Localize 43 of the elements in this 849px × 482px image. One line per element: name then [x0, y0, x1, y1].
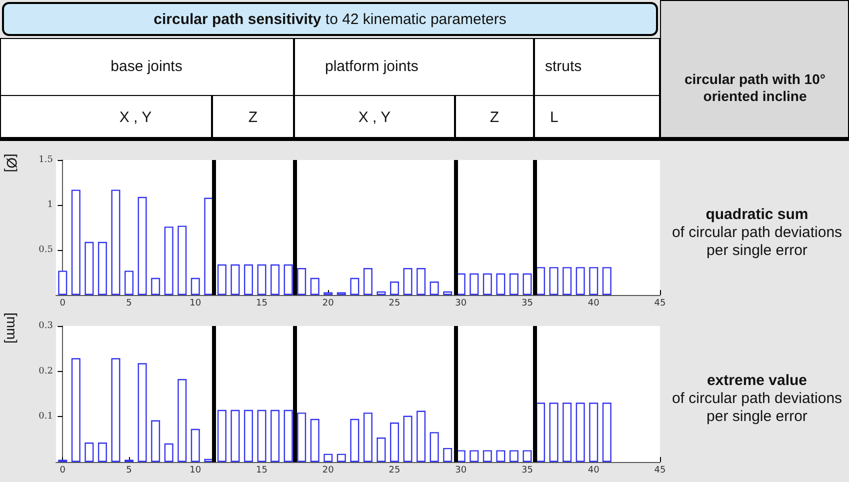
x-tick-label: 30 — [455, 298, 467, 308]
chart-subtitle: to 42 kinematic parameters — [325, 10, 506, 28]
y-tick-label: 0.3 — [38, 321, 54, 331]
chart-title: circular path sensitivity — [154, 10, 322, 28]
x-tick-label: 35 — [522, 298, 533, 308]
x-tick-label: 10 — [190, 298, 202, 308]
x-tick-label: 0 — [60, 466, 66, 476]
text: L — [535, 95, 660, 138]
x-tick-label: 20 — [322, 466, 334, 476]
y-axis-title: [Ø] — [3, 153, 21, 173]
text: of circular path deviations per single error — [670, 224, 844, 260]
x-tick-label: 5 — [126, 298, 132, 308]
x-tick-label: 10 — [190, 466, 202, 476]
text: circular path with 10° oriented incline — [684, 70, 826, 106]
text: X , Y — [0, 95, 213, 138]
text: platform joints — [295, 38, 535, 95]
y-tick-label: 1 — [47, 200, 53, 210]
y-tick-label: 0.2 — [38, 366, 53, 376]
x-tick-label: 45 — [654, 298, 666, 308]
x-tick-label: 5 — [126, 466, 132, 476]
text: extreme value — [706, 372, 808, 388]
text: Z — [456, 95, 535, 138]
x-tick-label: 40 — [588, 298, 600, 308]
x-tick-label: 45 — [654, 466, 666, 476]
x-tick-label: 30 — [455, 466, 467, 476]
y-tick-label: 0.1 — [38, 412, 53, 422]
x-tick-label: 35 — [522, 466, 533, 476]
text: quadratic sum — [706, 206, 808, 222]
x-tick-label: 20 — [322, 298, 334, 308]
text: Z — [213, 95, 295, 138]
x-tick-label: 0 — [60, 298, 66, 308]
text: of circular path deviations per single error — [670, 390, 844, 426]
x-tick-label: 25 — [388, 466, 400, 476]
text: X , Y — [295, 95, 456, 138]
y-axis-title: [mm] — [3, 312, 21, 344]
x-tick-label: 40 — [588, 466, 600, 476]
x-tick-label: 15 — [256, 298, 268, 308]
y-tick-label: 0.5 — [38, 245, 54, 255]
y-tick-label: 1.5 — [38, 155, 54, 165]
x-tick-label: 25 — [388, 298, 400, 308]
x-tick-label: 15 — [256, 466, 268, 476]
text: struts — [544, 57, 583, 77]
text: base joints — [0, 38, 295, 95]
